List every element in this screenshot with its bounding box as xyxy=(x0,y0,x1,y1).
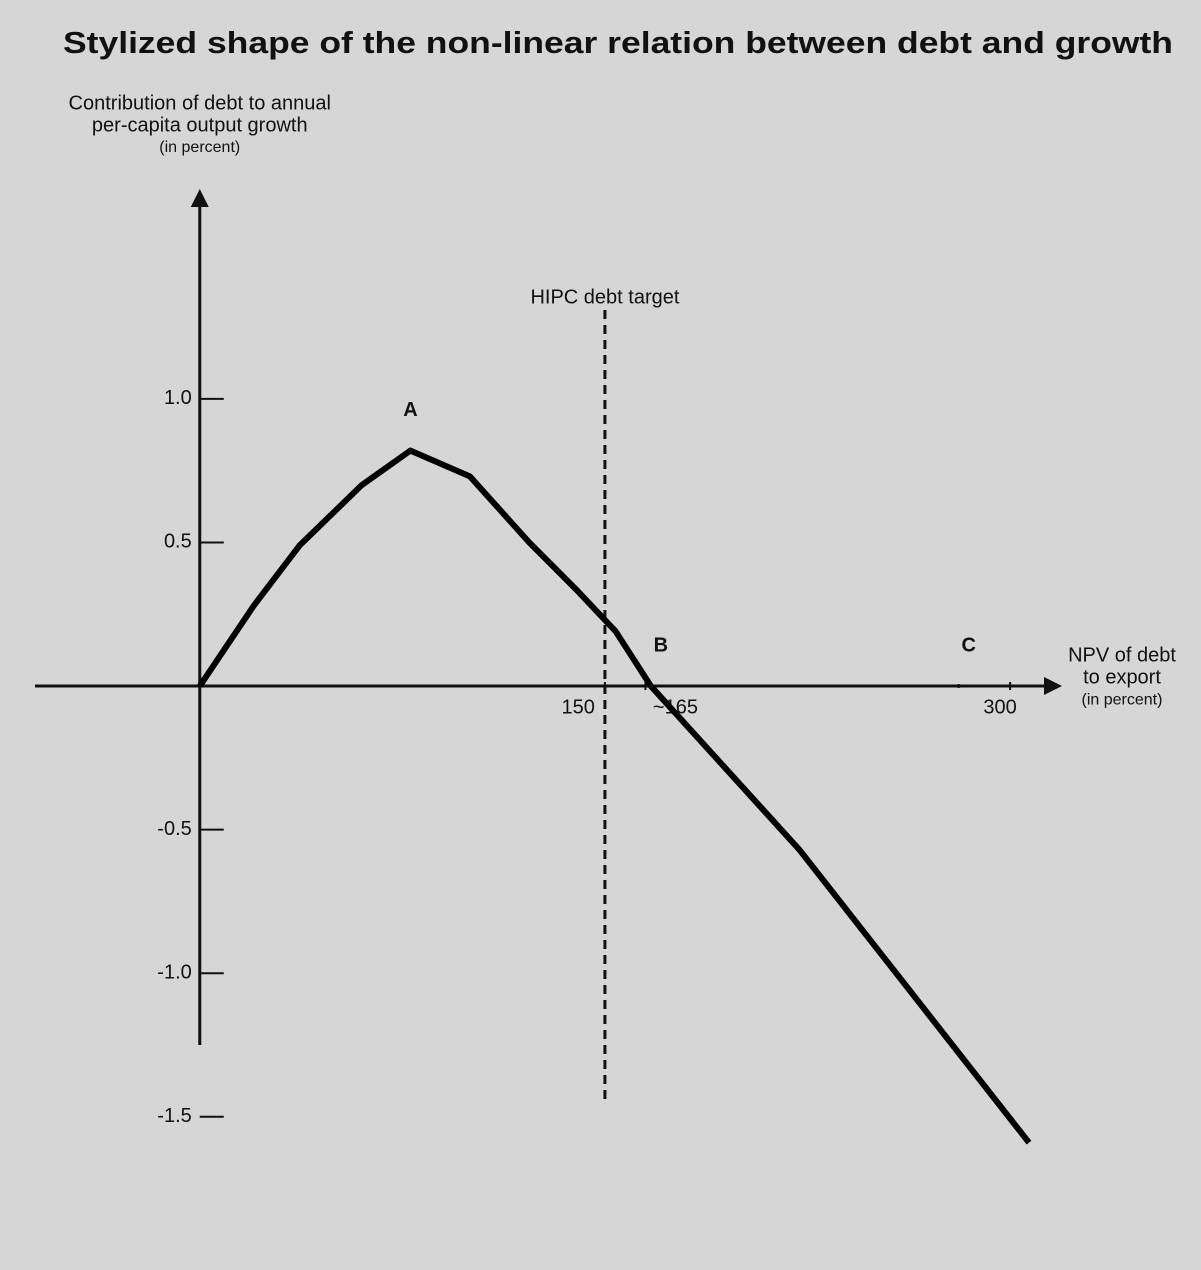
y-tick-label: 1.0 xyxy=(164,387,192,409)
x-axis-arrow xyxy=(1044,677,1062,696)
point-marker xyxy=(648,684,653,689)
y-tick-label: 0.5 xyxy=(164,531,192,553)
y-axis-label: (in percent) xyxy=(159,139,240,156)
y-axis-arrow xyxy=(190,189,209,207)
y-axis-label: per-capita output growth xyxy=(92,114,308,136)
point-label: B xyxy=(654,634,668,656)
x-axis-label: (in percent) xyxy=(1082,691,1163,708)
point-marker xyxy=(956,684,961,689)
point-label: C xyxy=(962,634,976,656)
y-tick-label: -1.0 xyxy=(157,961,191,983)
x-tick-label: 300 xyxy=(983,696,1016,718)
x-tick-label: 150 xyxy=(562,696,595,718)
curve xyxy=(197,447,1032,1145)
point-marker xyxy=(408,448,413,453)
y-tick-label: -0.5 xyxy=(157,818,191,840)
y-axis-label: Contribution of debt to annual xyxy=(69,92,331,114)
y-tick-label: -1.5 xyxy=(157,1105,191,1127)
point-label: A xyxy=(403,399,417,421)
target-label: HIPC debt target xyxy=(530,286,679,308)
chart-title: Stylized shape of the non-linear relatio… xyxy=(63,25,1173,60)
x-axis-label: NPV of debt xyxy=(1068,644,1176,666)
x-axis-label: to export xyxy=(1083,666,1161,688)
